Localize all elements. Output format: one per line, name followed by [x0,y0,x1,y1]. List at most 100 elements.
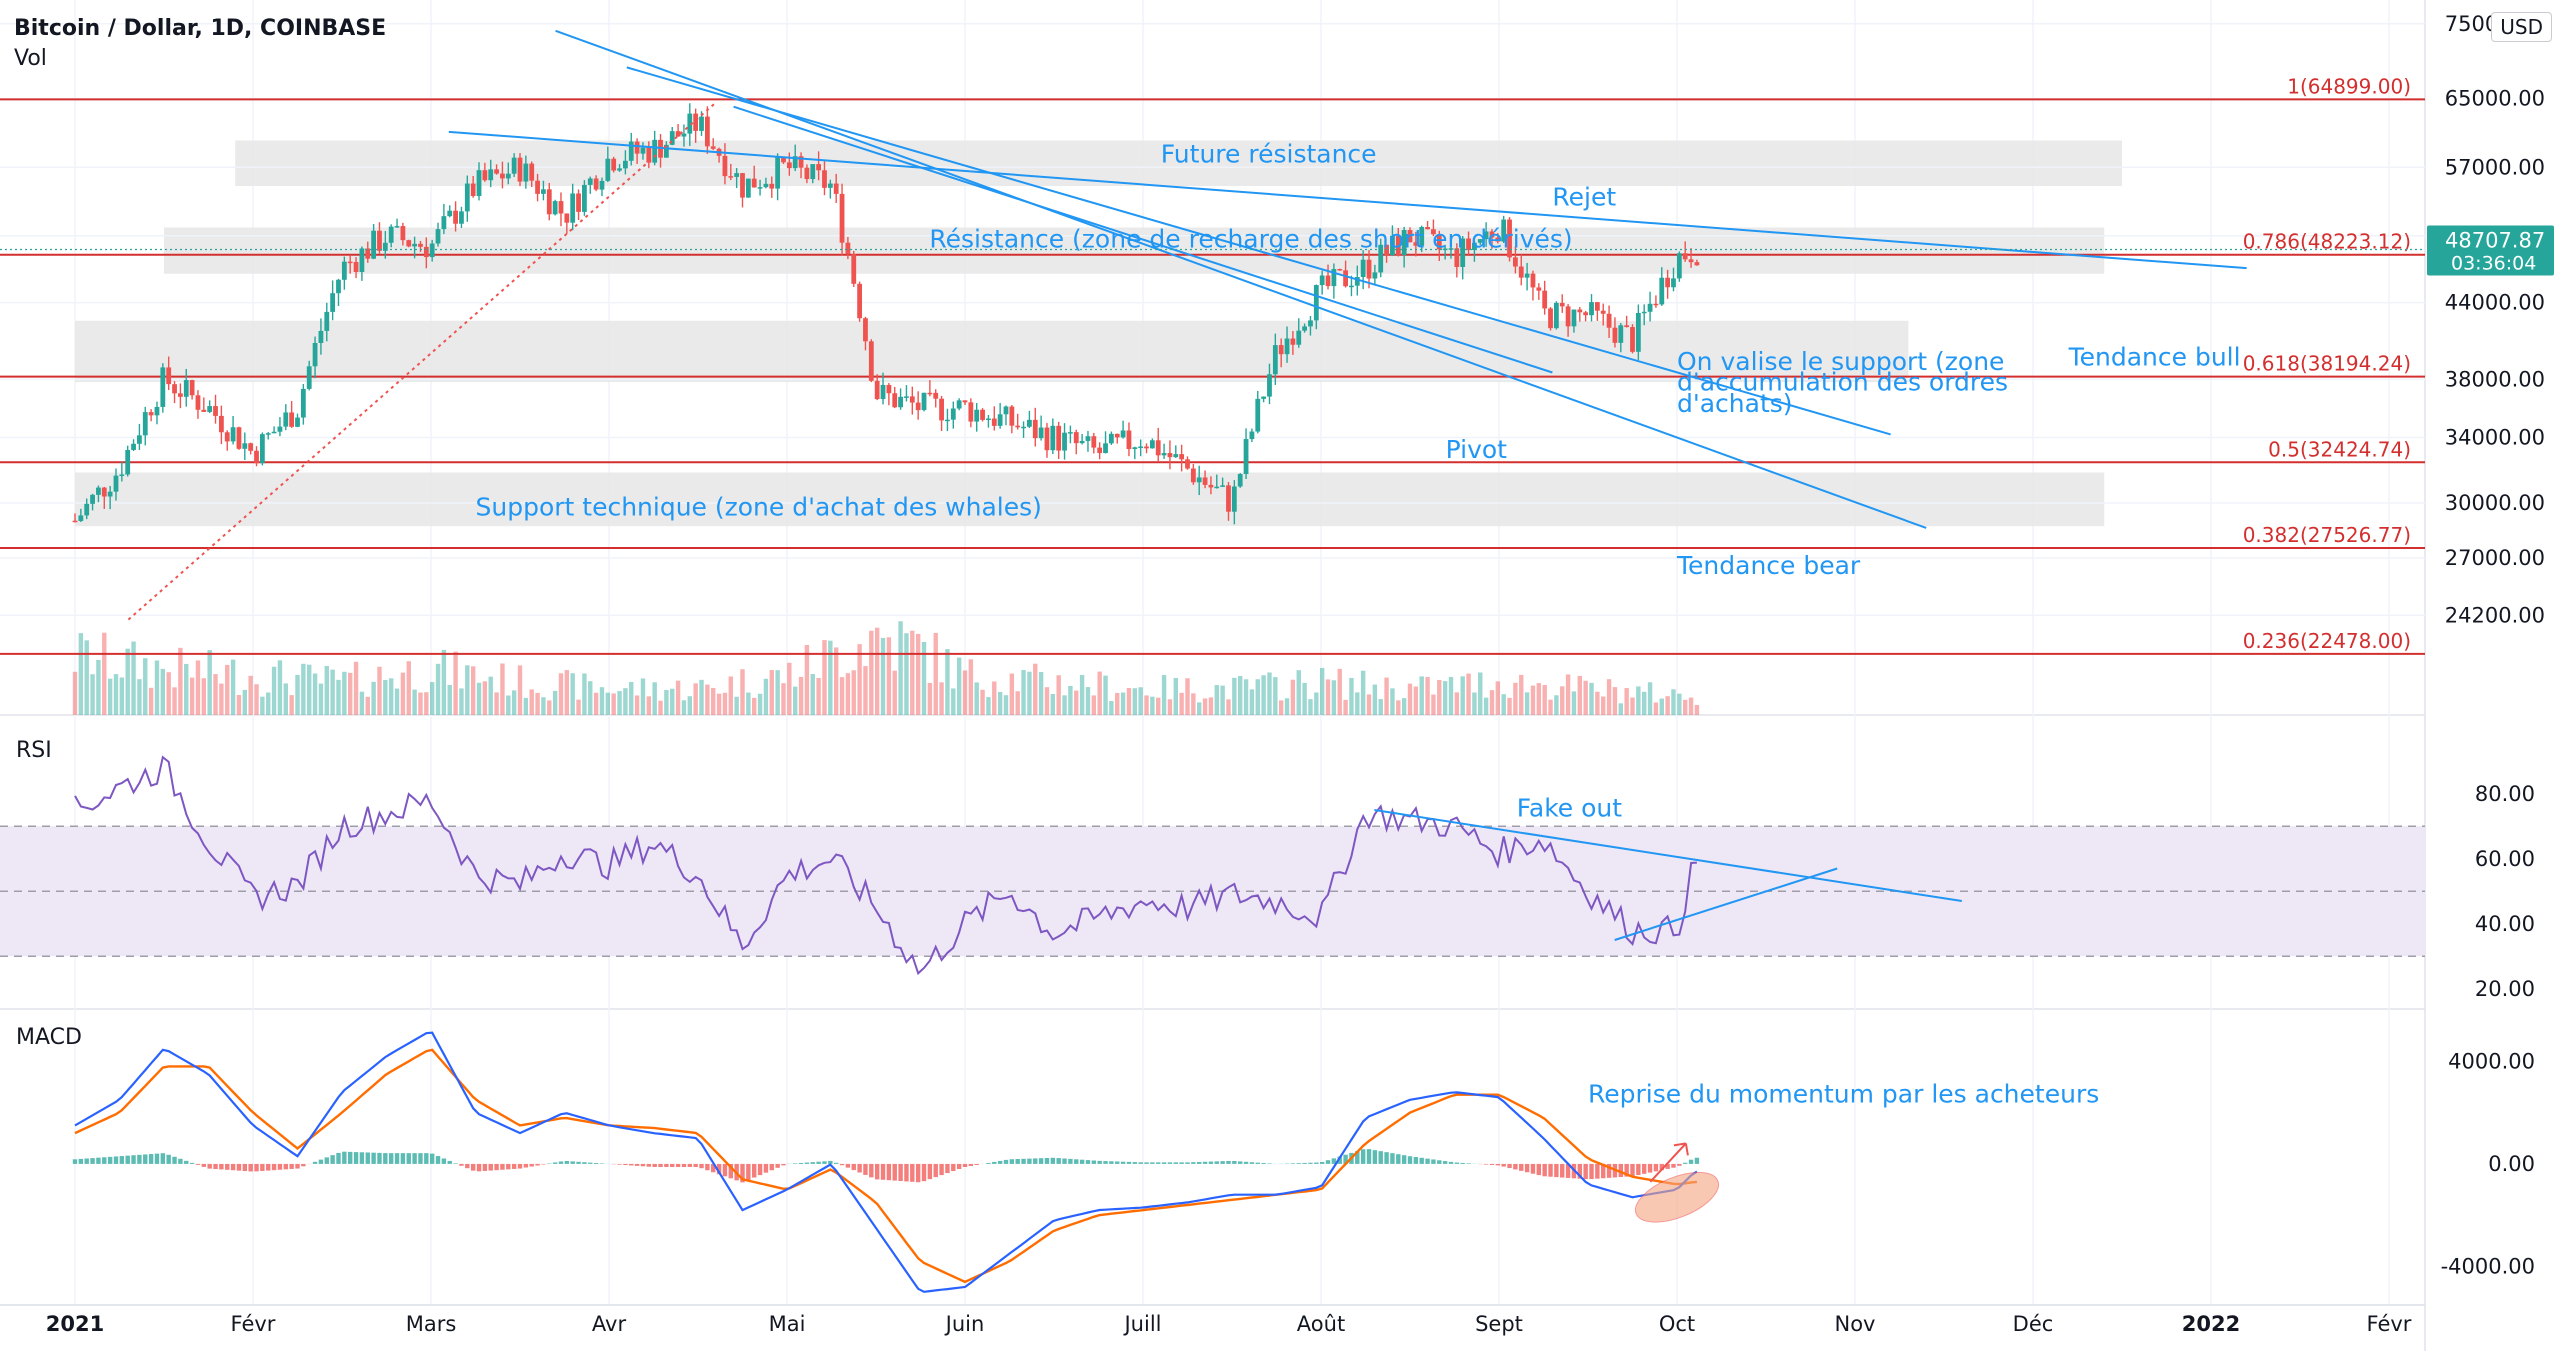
candle-body [506,174,511,179]
volume-bar [1004,695,1008,715]
macd-histogram-bar [1168,1162,1172,1164]
macd-histogram-bar [887,1164,891,1180]
candle-body [1039,428,1044,439]
rsi-annotation: Fake out [1517,794,1622,823]
volume-bar [682,700,686,715]
volume-bar [846,673,850,715]
candle-body [137,435,142,443]
candle-body [1636,313,1641,352]
candle-body [1162,453,1167,455]
macd-histogram-bar [114,1156,118,1163]
rsi-pane-title: RSI [16,738,52,763]
macd-histogram-bar [237,1164,241,1171]
x-tick-label: Sept [1475,1312,1523,1336]
candle-body [1624,325,1629,327]
volume-bar [717,694,721,715]
macd-histogram-bar [553,1162,557,1163]
volume-bar [1425,677,1429,715]
volume-bar [471,666,475,715]
volume-bar [600,687,604,715]
candle-body [125,450,130,475]
volume-bar [565,670,569,715]
currency-badge[interactable]: USD [2491,12,2552,42]
candle-body [968,402,973,421]
candle-body [207,406,212,412]
candle-body [1074,432,1079,443]
rsi-tick-label: 20.00 [2475,977,2535,1001]
volume-bar [348,673,352,715]
candle-body [395,226,400,228]
candle-body [1372,272,1377,278]
volume-bar [430,682,434,715]
x-tick-label: Févr [2367,1312,2412,1336]
volume-label[interactable]: Vol [14,44,386,74]
macd-histogram-bar [1244,1162,1248,1164]
macd-histogram-bar [196,1164,200,1165]
x-tick-label: Avr [592,1312,627,1336]
candle-body [857,284,862,318]
volume-bar [459,688,463,715]
candle-body [594,178,599,189]
volume-bar [1285,698,1289,715]
volume-bar [611,693,615,715]
macd-histogram-bar [389,1153,393,1164]
macd-histogram-bar [846,1164,850,1168]
macd-histogram-bar [266,1164,270,1171]
volume-bar [1642,692,1646,715]
candle-body [1132,447,1137,449]
volume-bar [1273,677,1277,715]
volume-bar [770,670,774,715]
macd-histogram-bar [1033,1158,1037,1164]
candle-body [998,414,1003,426]
macd-tick-label: 0.00 [2488,1152,2535,1176]
macd-histogram-bar [1103,1161,1107,1164]
volume-bar [512,690,516,715]
macd-histogram-bar [875,1164,879,1179]
x-tick-label: Août [1297,1312,1345,1336]
volume-bar [278,660,282,715]
volume-bar [670,689,674,715]
volume-bar [272,667,276,715]
candle-body [336,280,341,293]
macd-histogram-bar [652,1164,656,1167]
rsi-tick-label: 80.00 [2475,782,2535,806]
candle-body [922,393,927,410]
macd-histogram-bar [1420,1158,1424,1164]
symbol-title[interactable]: Bitcoin / Dollar, 1D, COINBASE [14,14,386,44]
x-tick-label: Juill [1122,1312,1161,1336]
volume-bar [1162,675,1166,715]
volume-bar [734,697,738,715]
macd-histogram-bar [910,1164,914,1182]
macd-histogram-bar [1291,1163,1295,1164]
rsi-tick-label: 60.00 [2475,847,2535,871]
volume-bar [1361,671,1365,715]
macd-histogram-bar [857,1164,861,1173]
volume-bar [869,631,873,715]
candle-body [787,162,792,168]
candle-body [295,418,300,427]
volume-bar [1501,694,1505,715]
volume-bar [260,697,264,715]
volume-bar [1583,681,1587,715]
macd-histogram-bar [1683,1163,1687,1164]
volume-bar [465,665,469,715]
macd-histogram-bar [325,1157,329,1164]
volume-bar [360,692,364,715]
macd-histogram-bar [418,1153,422,1164]
candle-body [1086,436,1091,441]
candle-body [1255,399,1260,432]
macd-histogram-bar [172,1157,176,1164]
macd-tick-label: -4000.00 [2441,1255,2535,1279]
volume-bar [125,649,129,715]
volume-bar [102,633,106,715]
volume-bar [1291,680,1295,715]
price-tick-label: 38000.00 [2445,367,2545,391]
macd-histogram-bar [1045,1158,1049,1164]
price-tick-label: 27000.00 [2445,546,2545,570]
volume-bar [893,671,897,715]
volume-bar [453,652,457,715]
candle-body [1302,326,1307,330]
candle-body [1091,436,1096,447]
candle-body [623,161,628,169]
volume-bar [436,664,440,715]
